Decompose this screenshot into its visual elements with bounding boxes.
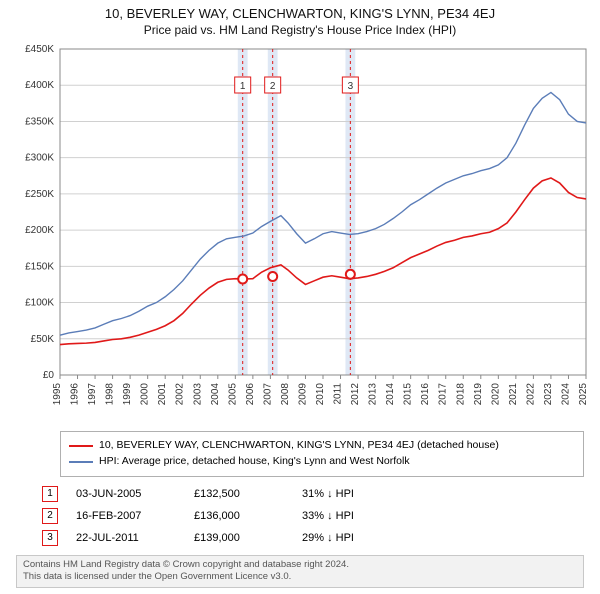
footer-line: Contains HM Land Registry data © Crown c… [23,559,577,572]
svg-text:1997: 1997 [87,383,98,406]
svg-text:1999: 1999 [122,383,133,406]
legend-swatch [69,461,93,463]
chart-svg: £0 £50K £100K £150K £200K £250K £300K £350K £400… [8,43,592,423]
sale-row: 1 03-JUN-2005 £132,500 31% ↓ HPI [42,483,584,505]
svg-text:2015: 2015 [403,383,414,406]
svg-text:2011: 2011 [333,383,344,405]
svg-text:2010: 2010 [315,383,326,406]
svg-text:£0: £0 [43,370,55,381]
svg-text:2022: 2022 [525,383,536,406]
svg-text:2014: 2014 [385,383,396,406]
svg-text:2002: 2002 [175,383,186,406]
svg-text:2005: 2005 [227,383,238,406]
svg-text:2019: 2019 [473,383,484,406]
svg-text:1996: 1996 [70,383,81,406]
svg-text:£50K: £50K [31,334,55,345]
sale-price: £136,000 [194,510,284,522]
svg-text:2004: 2004 [210,383,221,406]
svg-text:1998: 1998 [105,383,116,406]
svg-text:£400K: £400K [25,80,54,91]
sale-marker: 1 [42,486,58,502]
svg-text:2020: 2020 [490,383,501,406]
svg-text:2003: 2003 [192,383,203,406]
sale-date: 22-JUL-2011 [76,532,176,544]
svg-text:2012: 2012 [350,383,361,406]
svg-text:2023: 2023 [543,383,554,406]
svg-text:2000: 2000 [140,383,151,406]
legend-row: 10, BEVERLEY WAY, CLENCHWARTON, KING'S L… [69,438,575,454]
svg-text:2006: 2006 [245,383,256,406]
svg-text:2009: 2009 [297,383,308,406]
sale-date: 03-JUN-2005 [76,488,176,500]
svg-text:£300K: £300K [25,153,54,164]
svg-text:2013: 2013 [368,383,379,406]
svg-text:£200K: £200K [25,225,54,236]
chart-plot: £0 £50K £100K £150K £200K £250K £300K £350K £400… [8,43,592,423]
sale-price: £132,500 [194,488,284,500]
legend-box: 10, BEVERLEY WAY, CLENCHWARTON, KING'S L… [60,431,584,477]
sale-marker: 3 [42,530,58,546]
svg-text:2008: 2008 [280,383,291,406]
svg-text:2021: 2021 [508,383,519,406]
svg-text:2007: 2007 [262,383,273,406]
svg-text:2025: 2025 [578,383,589,406]
sale-price: £139,000 [194,532,284,544]
svg-text:£150K: £150K [25,261,54,272]
sale-delta: 33% ↓ HPI [302,510,354,522]
chart-container: 10, BEVERLEY WAY, CLENCHWARTON, KING'S L… [0,0,600,594]
sale-delta: 29% ↓ HPI [302,532,354,544]
svg-text:£100K: £100K [25,298,54,309]
svg-text:1: 1 [240,81,246,92]
svg-text:£250K: £250K [25,189,54,200]
chart-title: 10, BEVERLEY WAY, CLENCHWARTON, KING'S L… [8,6,592,21]
svg-text:£450K: £450K [25,44,54,55]
chart-subtitle: Price paid vs. HM Land Registry's House … [8,23,592,37]
legend-label: 10, BEVERLEY WAY, CLENCHWARTON, KING'S L… [99,438,499,454]
sale-row: 2 16-FEB-2007 £136,000 33% ↓ HPI [42,505,584,527]
svg-text:2018: 2018 [455,383,466,406]
legend-label: HPI: Average price, detached house, King… [99,454,410,470]
footer-note: Contains HM Land Registry data © Crown c… [16,555,584,589]
svg-text:2016: 2016 [420,383,431,406]
sale-row: 3 22-JUL-2011 £139,000 29% ↓ HPI [42,527,584,549]
svg-text:3: 3 [348,81,354,92]
svg-text:2001: 2001 [157,383,168,406]
sale-delta: 31% ↓ HPI [302,488,354,500]
svg-text:2: 2 [270,81,276,92]
sale-marker: 2 [42,508,58,524]
sale-date: 16-FEB-2007 [76,510,176,522]
svg-text:£350K: £350K [25,116,54,127]
svg-text:2017: 2017 [438,383,449,406]
svg-text:1995: 1995 [52,383,63,406]
svg-text:2024: 2024 [560,383,571,406]
legend-row: HPI: Average price, detached house, King… [69,454,575,470]
footer-line: This data is licensed under the Open Gov… [23,571,577,584]
legend-swatch [69,445,93,447]
sales-list: 1 03-JUN-2005 £132,500 31% ↓ HPI 2 16-FEB-200… [42,483,584,549]
